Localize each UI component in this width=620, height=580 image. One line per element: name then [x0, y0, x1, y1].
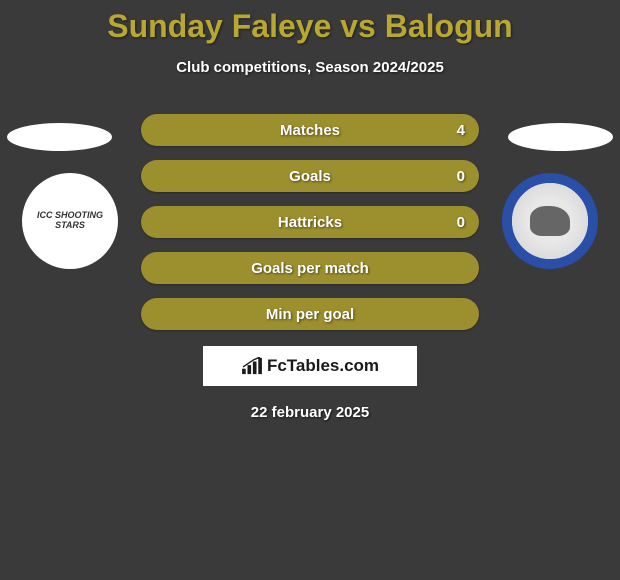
club-logo-right-inner: [512, 183, 588, 259]
stat-row-goals: Goals 0: [141, 160, 479, 192]
club-logo-left-text: ICC SHOOTING STARS: [22, 211, 118, 231]
stat-value: 0: [457, 168, 465, 185]
brand-box[interactable]: FcTables.com: [203, 346, 417, 386]
date-text: 22 february 2025: [0, 404, 620, 421]
chart-icon: [241, 357, 263, 375]
player-oval-right: [508, 123, 613, 151]
stat-label: Min per goal: [266, 306, 354, 323]
stat-label: Goals per match: [251, 260, 369, 277]
subtitle: Club competitions, Season 2024/2025: [0, 59, 620, 76]
stat-label: Hattricks: [278, 214, 342, 231]
player-oval-left: [7, 123, 112, 151]
stat-row-min-per-goal: Min per goal: [141, 298, 479, 330]
stat-value: 4: [457, 122, 465, 139]
page-title: Sunday Faleye vs Balogun: [0, 0, 620, 45]
stat-row-matches: Matches 4: [141, 114, 479, 146]
stat-value: 0: [457, 214, 465, 231]
elephant-icon: [530, 206, 570, 236]
club-logo-right: [502, 173, 598, 269]
stat-row-hattricks: Hattricks 0: [141, 206, 479, 238]
stat-label: Matches: [280, 122, 340, 139]
stat-label: Goals: [289, 168, 331, 185]
club-logo-left: ICC SHOOTING STARS: [22, 173, 118, 269]
brand-text: FcTables.com: [267, 356, 379, 376]
stat-row-goals-per-match: Goals per match: [141, 252, 479, 284]
